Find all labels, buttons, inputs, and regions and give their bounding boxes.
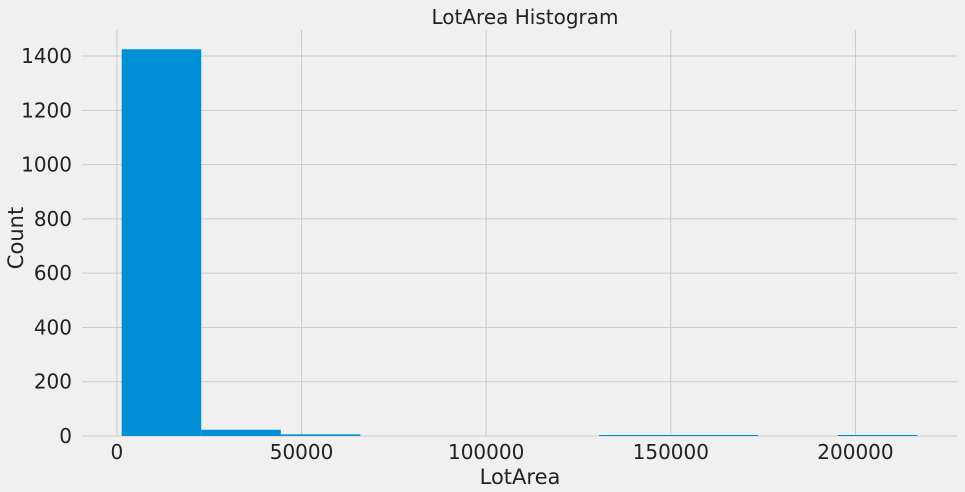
y-tick-label: 600 bbox=[34, 261, 72, 285]
histogram-bar bbox=[599, 435, 679, 436]
y-axis-label: Count bbox=[4, 207, 28, 269]
x-tick-label: 50000 bbox=[270, 440, 334, 464]
y-tick-label: 200 bbox=[34, 370, 72, 394]
x-axis-label: LotArea bbox=[480, 465, 561, 489]
histogram-bar bbox=[837, 435, 918, 436]
histogram-bar bbox=[678, 435, 759, 436]
y-tick-label: 0 bbox=[59, 424, 72, 448]
x-tick-labels: 0 50000 100000 150000 200000 bbox=[111, 440, 894, 464]
y-tick-label: 1000 bbox=[21, 153, 72, 177]
histogram-bar bbox=[280, 434, 361, 436]
x-tick-label: 100000 bbox=[448, 440, 524, 464]
x-tick-label: 200000 bbox=[817, 440, 893, 464]
y-tick-labels: 0 200 400 600 800 1000 1200 1400 bbox=[21, 44, 72, 448]
histogram-bar bbox=[121, 49, 202, 437]
y-tick-label: 400 bbox=[34, 315, 72, 339]
x-gridlines bbox=[116, 30, 856, 436]
y-tick-label: 1200 bbox=[21, 98, 72, 122]
y-tick-label: 1400 bbox=[21, 44, 72, 68]
histogram-bar bbox=[201, 429, 281, 436]
chart-title: LotArea Histogram bbox=[431, 5, 618, 29]
y-tick-label: 800 bbox=[34, 207, 72, 231]
histogram-bars bbox=[121, 49, 918, 437]
x-tick-label: 0 bbox=[111, 440, 124, 464]
x-tick-label: 150000 bbox=[633, 440, 709, 464]
y-gridlines bbox=[82, 55, 957, 437]
